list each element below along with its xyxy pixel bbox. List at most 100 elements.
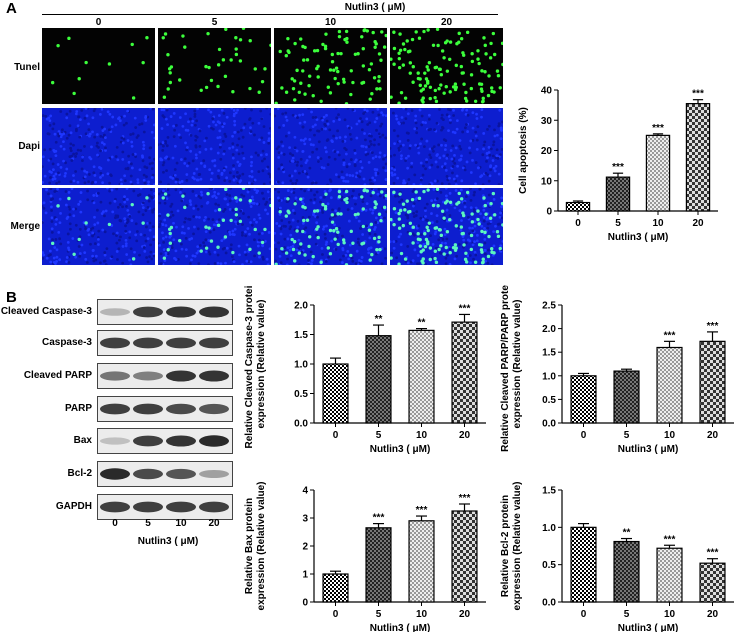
blot-label-3: PARP bbox=[64, 403, 92, 414]
blot-band bbox=[133, 337, 163, 349]
x-tick-label: 20 bbox=[459, 609, 471, 620]
x-tick-label: 10 bbox=[416, 430, 428, 441]
bcl2-chart: 0.0 0.5 1.0 1.5 0 5 ** 10 *** 20 *** Nutlin3 ( μM) R… bbox=[500, 482, 734, 632]
micrograph-merge-10 bbox=[274, 188, 387, 265]
apoptosis-chart: 0 10 20 30 40 0 5 *** 10 *** 20 *** Nutlin3 ( μM) Cel… bbox=[518, 86, 718, 243]
panel-b-letter: B bbox=[6, 289, 17, 306]
y-axis-label: expression (Relative value) bbox=[512, 300, 523, 429]
blot-band bbox=[133, 435, 163, 447]
significance-label: *** bbox=[459, 493, 471, 504]
blot-band bbox=[100, 403, 130, 415]
concentration-label-5: 5 bbox=[211, 17, 218, 28]
concentration-label-0: 0 bbox=[95, 17, 102, 28]
blot-label-1: Caspase-3 bbox=[41, 337, 92, 348]
y-tick-label: 0 bbox=[546, 207, 552, 218]
blot-label-2: Cleaved PARP bbox=[23, 370, 92, 381]
blot-lane-label: 10 bbox=[175, 518, 187, 529]
significance-label: *** bbox=[664, 534, 676, 545]
wb-axis: 0 5 10 20 Nutlin3 ( μM) bbox=[112, 518, 220, 547]
y-tick-label: 0 bbox=[302, 598, 308, 609]
micrograph-tunel-5 bbox=[158, 28, 271, 104]
blot-lane-label: 20 bbox=[208, 518, 220, 529]
blot-band bbox=[166, 337, 196, 349]
significance-label: ** bbox=[623, 528, 631, 539]
bar-20 bbox=[699, 340, 726, 424]
blot-band bbox=[100, 308, 130, 316]
bar-0 bbox=[565, 201, 591, 212]
blot-band bbox=[100, 468, 130, 480]
y-tick-label: 20 bbox=[541, 146, 553, 157]
x-tick-label: 0 bbox=[581, 609, 587, 620]
significance-label: *** bbox=[692, 89, 704, 100]
micrograph-dapi-10 bbox=[274, 108, 387, 185]
y-axis-label: Relative Cleaved PARP/PARP protein bbox=[500, 285, 511, 452]
y-tick-label: 0.0 bbox=[294, 419, 308, 430]
significance-label: *** bbox=[707, 321, 719, 332]
row-label-merge: Merge bbox=[10, 220, 40, 232]
blot-band bbox=[166, 435, 196, 447]
x-axis-label: Nutlin3 ( μM) bbox=[618, 444, 679, 455]
blot-strip-2 bbox=[97, 363, 233, 389]
concentration-label-20: 20 bbox=[440, 17, 453, 28]
y-tick-label: 2 bbox=[302, 542, 308, 553]
cleaved-caspase3-chart: 0.0 0.5 1.0 1.5 2.0 0 5 ** 10 ** 20 *** Nutlin3 ( μM… bbox=[244, 285, 486, 455]
micrograph-tunel-10 bbox=[274, 28, 387, 104]
micrograph-dapi-0 bbox=[42, 108, 155, 185]
x-axis-label: Nutlin3 ( μM) bbox=[370, 623, 431, 632]
bar-0 bbox=[322, 573, 349, 603]
x-tick-label: 0 bbox=[333, 609, 339, 620]
y-axis-label: expression (Relative value) bbox=[256, 482, 267, 611]
x-tick-label: 20 bbox=[459, 430, 471, 441]
blot-band bbox=[133, 371, 163, 381]
blot-band bbox=[199, 435, 229, 447]
micrograph-merge-5 bbox=[158, 188, 271, 265]
blot-band bbox=[199, 337, 229, 349]
bar-10 bbox=[656, 346, 683, 424]
blot-band bbox=[133, 501, 163, 513]
y-tick-label: 1.5 bbox=[294, 330, 308, 341]
blot-band bbox=[133, 468, 163, 480]
blot-band bbox=[166, 468, 196, 480]
bar-10 bbox=[408, 520, 435, 603]
y-tick-label: 30 bbox=[541, 116, 553, 127]
y-tick-label: 1 bbox=[302, 570, 308, 581]
y-tick-label: 0.5 bbox=[542, 395, 556, 406]
x-tick-label: 20 bbox=[707, 430, 719, 441]
blot-band bbox=[166, 370, 196, 382]
x-tick-label: 10 bbox=[664, 430, 676, 441]
y-tick-label: 4 bbox=[302, 486, 308, 497]
y-tick-label: 1.5 bbox=[542, 348, 556, 359]
x-tick-label: 5 bbox=[624, 430, 630, 441]
blot-band bbox=[133, 403, 163, 415]
significance-label: *** bbox=[373, 513, 385, 524]
y-tick-label: 0.5 bbox=[542, 560, 556, 571]
x-tick-label: 10 bbox=[416, 609, 428, 620]
blot-band bbox=[166, 403, 196, 415]
blot-strip-3 bbox=[97, 396, 233, 422]
blot-band bbox=[166, 306, 196, 318]
x-tick-label: 5 bbox=[376, 609, 382, 620]
blot-band bbox=[199, 469, 229, 479]
bar-20 bbox=[451, 510, 478, 603]
blot-label-4: Bax bbox=[73, 435, 92, 446]
bar-10 bbox=[656, 547, 683, 603]
bax-chart: 0 1 2 3 4 0 5 *** 10 *** 20 *** Nutlin3 ( μM) Relativ… bbox=[244, 482, 486, 632]
bar-0 bbox=[570, 375, 597, 424]
y-tick-label: 1.0 bbox=[542, 523, 556, 534]
blot-strip-4 bbox=[97, 428, 233, 454]
blot-band bbox=[199, 370, 229, 382]
bar-20 bbox=[451, 321, 478, 424]
y-tick-label: 40 bbox=[541, 86, 553, 97]
row-label-tunel: Tunel bbox=[14, 61, 40, 73]
y-tick-label: 1.0 bbox=[542, 371, 556, 382]
blot-band bbox=[100, 501, 130, 513]
blot-band bbox=[100, 437, 130, 445]
significance-label: *** bbox=[416, 505, 428, 516]
x-tick-label: 20 bbox=[692, 218, 704, 229]
bar-10 bbox=[645, 134, 671, 212]
bar-5 bbox=[365, 335, 392, 424]
x-axis-label: Nutlin3 ( μM) bbox=[370, 444, 431, 455]
blot-band bbox=[199, 403, 229, 415]
blot-band bbox=[199, 501, 229, 513]
blot-xlabel: Nutlin3 ( μM) bbox=[138, 536, 199, 547]
